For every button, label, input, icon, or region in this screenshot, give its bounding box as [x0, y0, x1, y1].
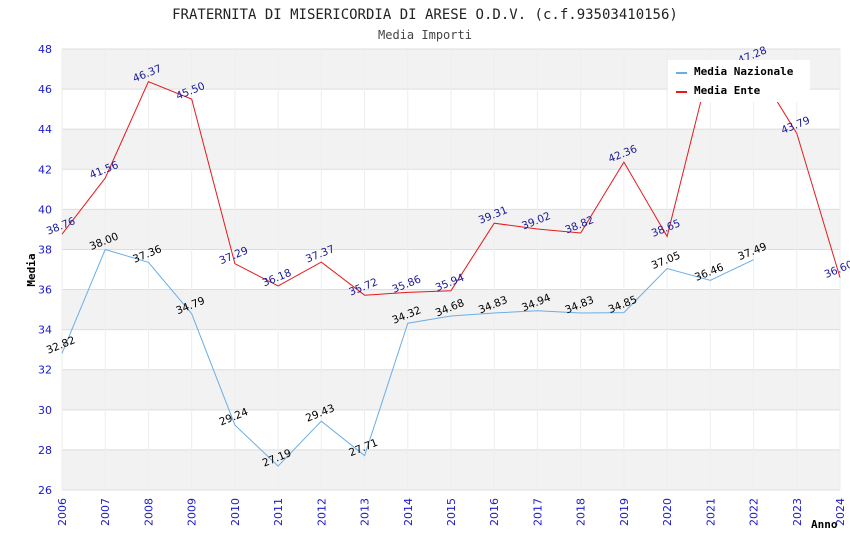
legend: Media Nazionale Media Ente: [668, 60, 810, 102]
legend-box: [668, 60, 810, 102]
y-tick-label: 32: [38, 364, 52, 377]
y-tick-label: 28: [38, 444, 52, 457]
x-tick-label: 2007: [99, 498, 112, 526]
y-tick-label: 46: [38, 83, 52, 96]
x-tick-label: 2024: [834, 498, 847, 526]
x-tick-label: 2020: [661, 498, 674, 526]
x-tick-label: 2006: [56, 498, 69, 526]
chart-title: FRATERNITA DI MISERICORDIA DI ARESE O.D.…: [172, 7, 678, 23]
y-tick-label: 42: [38, 163, 52, 176]
x-tick-label: 2023: [791, 498, 804, 526]
x-axis-ticks: 2006 2007 2008 2009 2010 2011 2012 2013 2014 2015…: [56, 498, 847, 526]
y-tick-label: 30: [38, 404, 52, 417]
x-tick-label: 2012: [315, 498, 328, 526]
y-axis-ticks: 26 28 30 32 34 36 38 40 42 44 46 48: [38, 43, 52, 497]
x-tick-label: 2008: [142, 498, 155, 526]
y-tick-label: 34: [38, 324, 52, 337]
legend-label: Media Ente: [694, 84, 761, 97]
x-tick-label: 2017: [531, 498, 544, 526]
x-tick-label: 2009: [186, 498, 199, 526]
x-tick-label: 2022: [748, 498, 761, 526]
y-tick-label: 36: [38, 284, 52, 297]
x-tick-label: 2018: [575, 498, 588, 526]
y-tick-label: 40: [38, 203, 52, 216]
x-tick-label: 2016: [488, 498, 501, 526]
x-tick-label: 2010: [229, 498, 242, 526]
y-tick-label: 38: [38, 243, 52, 256]
x-tick-label: 2015: [445, 498, 458, 526]
grid-lines: [61, 48, 841, 491]
y-tick-label: 26: [38, 484, 52, 497]
y-tick-label: 44: [38, 123, 52, 136]
x-tick-label: 2013: [359, 498, 372, 526]
x-tick-label: 2011: [272, 498, 285, 526]
x-axis-label: Anno: [811, 518, 838, 531]
legend-label: Media Nazionale: [694, 65, 794, 78]
x-tick-label: 2019: [618, 498, 631, 526]
series-line-media-nazionale: [61, 248, 754, 467]
x-tick-label: 2021: [704, 498, 717, 526]
x-tick-label: 2014: [402, 498, 415, 526]
y-tick-label: 48: [38, 43, 52, 56]
y-axis-label: Media: [25, 253, 38, 286]
chart-subtitle: Media Importi: [378, 28, 472, 42]
